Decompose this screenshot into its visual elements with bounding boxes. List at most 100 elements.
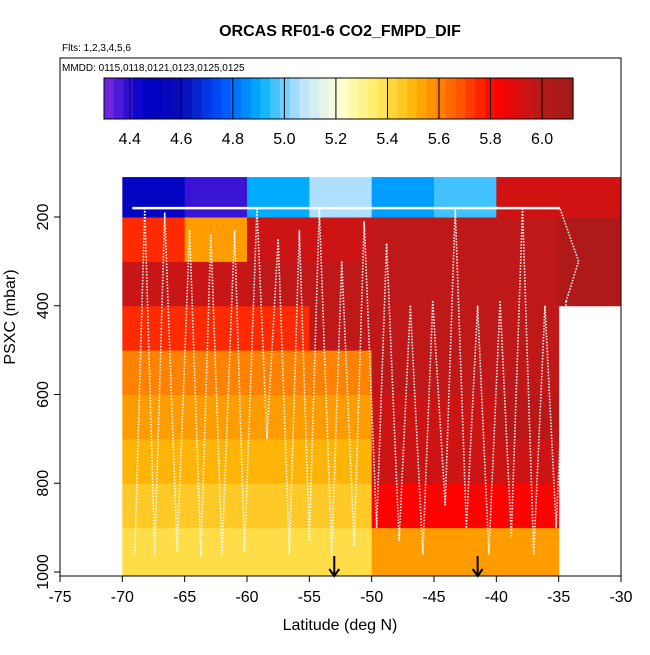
- colorbar-swatch: [172, 78, 183, 119]
- colorbar-swatch: [553, 78, 564, 119]
- colorbar-swatch: [524, 78, 535, 119]
- flight-track-segment: [134, 208, 146, 555]
- colorbar-swatch: [416, 78, 428, 119]
- flight-track-segment: [521, 208, 535, 555]
- heatmap-cells: [122, 177, 622, 577]
- x-tick-label: -55: [298, 589, 321, 606]
- colorbar-swatch: [231, 78, 242, 119]
- heatmap-cell: [496, 394, 560, 440]
- heatmap-cell: [371, 394, 435, 440]
- heatmap-cell: [247, 177, 310, 218]
- colorbar-swatch: [143, 78, 154, 119]
- heatmap-cell: [371, 217, 435, 262]
- colorbar-swatch: [123, 78, 134, 119]
- flight-track-segment: [375, 243, 388, 528]
- heatmap-cell: [496, 177, 560, 218]
- colorbar-swatch: [260, 78, 271, 119]
- heatmap-cell: [371, 261, 435, 307]
- heatmap-cell: [309, 394, 373, 440]
- heatmap-cell: [247, 527, 310, 577]
- flight-track-segment: [298, 230, 311, 541]
- flight-track-segment: [544, 305, 557, 528]
- colorbar-swatch: [299, 78, 310, 119]
- heatmap-cell: [558, 177, 622, 218]
- flight-track-segment: [499, 301, 513, 537]
- flight-track-segment: [532, 305, 546, 555]
- heatmap-cell: [434, 394, 497, 440]
- dates-note: MMDD: 0115,0118,0121,0123,0125,0125: [62, 63, 245, 74]
- flight-track-segment: [221, 230, 236, 555]
- heatmap-cell: [184, 394, 248, 440]
- heatmap-cell: [309, 483, 373, 529]
- flight-track-segment: [163, 212, 178, 553]
- heatmap-cell: [122, 350, 186, 395]
- heatmap-cell: [434, 438, 497, 484]
- heatmap-cell: [122, 177, 186, 218]
- flight-track-segment: [421, 301, 434, 555]
- colorbar-swatch: [279, 78, 291, 119]
- heatmap-cell: [184, 438, 248, 484]
- colorbar-tick-label: 4.6: [170, 131, 192, 148]
- colorbar-swatch: [514, 78, 525, 119]
- heatmap-cell: [184, 527, 248, 577]
- heatmap-cell: [122, 261, 186, 307]
- heatmap-cell: [434, 217, 497, 262]
- heatmap-cell: [434, 527, 497, 577]
- flight-track-segment: [188, 230, 202, 557]
- colorbar-swatch: [133, 78, 144, 119]
- heatmap-cell: [184, 483, 248, 529]
- heatmap-cell: [371, 527, 435, 577]
- colorbar-swatch: [318, 78, 330, 119]
- colorbar-swatch: [445, 78, 457, 119]
- colorbar-swatch: [348, 78, 359, 119]
- x-tick-label: -75: [48, 589, 71, 606]
- x-tick-label: -35: [547, 589, 570, 606]
- heatmap-cell: [247, 438, 310, 484]
- heatmap-cell: [558, 261, 622, 307]
- colorbar-tick-label: 4.4: [119, 131, 141, 148]
- heatmap-cell: [434, 350, 497, 395]
- flight-track-segment: [330, 261, 343, 555]
- colorbar-swatch: [104, 78, 115, 119]
- heatmap-cell: [434, 261, 497, 307]
- x-tick-label: -50: [360, 589, 383, 606]
- x-tick-label: -70: [111, 589, 134, 606]
- colorbar-swatch: [328, 78, 340, 119]
- colorbar-swatch: [563, 78, 574, 119]
- heatmap-cell: [496, 438, 560, 484]
- y-tick-label: 800: [35, 470, 52, 497]
- heatmap-cell: [558, 217, 622, 262]
- colorbar-tick-label: 5.4: [376, 131, 398, 148]
- flight-track-segment: [454, 208, 468, 528]
- colorbar-swatch: [338, 78, 349, 119]
- colorbar-swatch: [270, 78, 281, 119]
- colorbar-ticks: 4.4 4.6 4.8 5.0 5.2 5.4 5.6 5.8 6.0: [119, 78, 553, 148]
- colorbar-frame: [103, 77, 574, 120]
- heatmap-cell: [309, 527, 373, 577]
- heatmap-cell: [247, 261, 310, 307]
- colorbar-swatch: [240, 78, 252, 119]
- heatmap-cell: [184, 217, 248, 262]
- flight-track-segment: [363, 221, 378, 528]
- colorbar-swatch: [201, 78, 213, 119]
- heatmap-cell: [122, 217, 186, 262]
- heatmap-cell: [309, 438, 373, 484]
- heatmap-cell: [496, 261, 560, 307]
- flight-track-segment: [266, 239, 279, 439]
- flight-track-segment: [340, 261, 356, 546]
- y-axis: 200 400 600 800 1000: [35, 204, 61, 590]
- colorbar-swatch: [494, 78, 506, 119]
- colorbar-swatch: [289, 78, 301, 119]
- flight-track-segment: [465, 305, 479, 528]
- colorbar-swatch: [182, 78, 193, 119]
- colorbar-swatch: [309, 78, 320, 119]
- heatmap-cell: [371, 305, 435, 351]
- flight-track-segment: [318, 208, 333, 555]
- colorbar-swatch: [377, 78, 388, 119]
- flight-track-segment: [510, 208, 524, 537]
- x-axis-label: Latitude (deg N): [283, 617, 398, 634]
- flight-track-segment: [559, 207, 580, 262]
- colorbar-tick-label: 6.0: [531, 131, 553, 148]
- heatmap-cell: [184, 305, 248, 351]
